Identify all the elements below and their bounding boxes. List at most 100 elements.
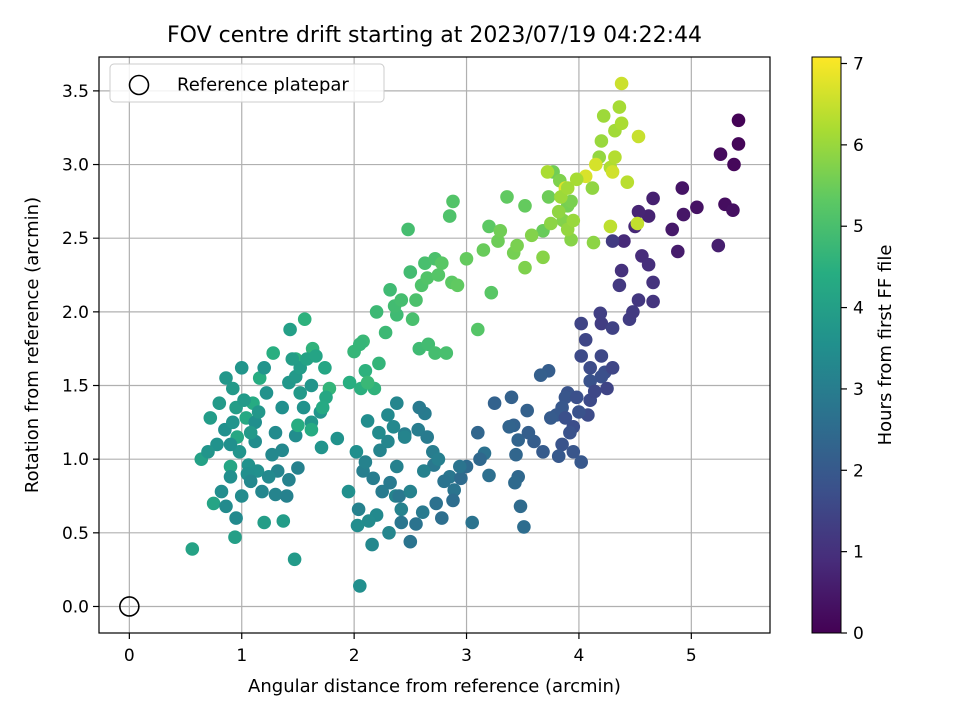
data-point (394, 502, 409, 517)
data-point (394, 293, 409, 307)
data-point (569, 172, 584, 187)
data-point (614, 76, 629, 91)
data-point (518, 199, 532, 213)
data-point (551, 204, 566, 219)
data-point (219, 499, 233, 514)
data-point (415, 505, 430, 519)
colorbar-tick-label: 0 (853, 624, 864, 644)
data-point (675, 181, 690, 195)
data-point (330, 431, 345, 446)
data-point (392, 489, 406, 503)
data-point (558, 390, 573, 405)
data-point (223, 437, 238, 452)
x-tick-label: 2 (349, 646, 360, 666)
data-point (446, 493, 460, 508)
x-tick-label: 1 (236, 646, 247, 666)
data-point (261, 470, 276, 484)
grid-lines (99, 57, 770, 633)
colorbar-tick-label: 5 (853, 217, 864, 237)
data-point (605, 234, 620, 248)
data-point (442, 209, 457, 223)
data-point (365, 537, 379, 552)
y-tick-label: 3.0 (62, 156, 89, 176)
data-point (450, 278, 465, 293)
data-point (541, 190, 556, 204)
data-point (511, 433, 525, 447)
data-point (594, 369, 609, 384)
data-point (420, 271, 435, 285)
data-point (232, 445, 247, 459)
data-point (631, 293, 646, 307)
data-point (417, 464, 431, 478)
data-point (243, 474, 258, 489)
data-point (403, 534, 418, 549)
data-point (279, 489, 294, 503)
data-point (358, 364, 373, 378)
legend-marker-hollow-circle (128, 74, 150, 96)
data-point (309, 349, 323, 363)
colorbar-tick-label: 7 (853, 55, 864, 75)
data-point (390, 396, 404, 411)
data-point (447, 483, 462, 497)
data-point (453, 459, 467, 474)
data-point (517, 520, 531, 534)
data-point (510, 238, 524, 253)
data-point (378, 325, 393, 340)
data-point (731, 137, 746, 151)
x-tick-label: 3 (461, 646, 472, 666)
data-point (266, 346, 281, 360)
data-point (493, 224, 508, 238)
y-tick-label: 1.5 (62, 377, 89, 397)
data-point (646, 294, 660, 309)
data-point (726, 203, 740, 217)
data-point (268, 487, 283, 502)
data-point (243, 425, 258, 440)
data-point (533, 368, 548, 383)
data-point (594, 134, 609, 148)
data-point (646, 275, 660, 290)
data-point (226, 415, 240, 430)
data-point (631, 129, 646, 144)
data-point (614, 116, 629, 131)
data-point (405, 312, 420, 327)
data-point (358, 455, 373, 469)
data-point (428, 346, 442, 360)
data-point (223, 470, 238, 484)
data-point (540, 165, 555, 179)
data-point (318, 361, 332, 375)
legend-box (109, 63, 385, 103)
data-point (386, 420, 401, 434)
data-point (676, 207, 691, 222)
data-point (288, 428, 303, 443)
data-point (293, 386, 308, 400)
data-point (605, 361, 620, 375)
data-point (420, 430, 435, 444)
data-point (275, 400, 290, 415)
data-point (403, 484, 418, 499)
data-point (248, 415, 262, 430)
data-point (429, 496, 444, 511)
data-point (544, 216, 558, 231)
data-point (418, 256, 432, 271)
data-point (390, 459, 404, 474)
data-point (551, 449, 566, 464)
data-point (381, 434, 395, 449)
colorbar-label: Hours from first FF file (875, 245, 896, 446)
data-point (605, 165, 620, 179)
data-point (583, 361, 597, 375)
data-point (203, 411, 218, 425)
data-point (276, 514, 291, 528)
data-point (285, 352, 300, 366)
data-point (234, 361, 249, 375)
data-point (257, 515, 272, 530)
data-point (482, 468, 496, 483)
x-tick-label: 0 (124, 646, 135, 666)
data-point (431, 268, 446, 282)
data-point (631, 204, 646, 219)
data-point (397, 430, 412, 444)
y-tick-label: 0.5 (62, 524, 89, 544)
data-point (361, 514, 376, 528)
data-point (524, 228, 539, 243)
data-point (454, 471, 468, 486)
data-point (409, 517, 423, 531)
